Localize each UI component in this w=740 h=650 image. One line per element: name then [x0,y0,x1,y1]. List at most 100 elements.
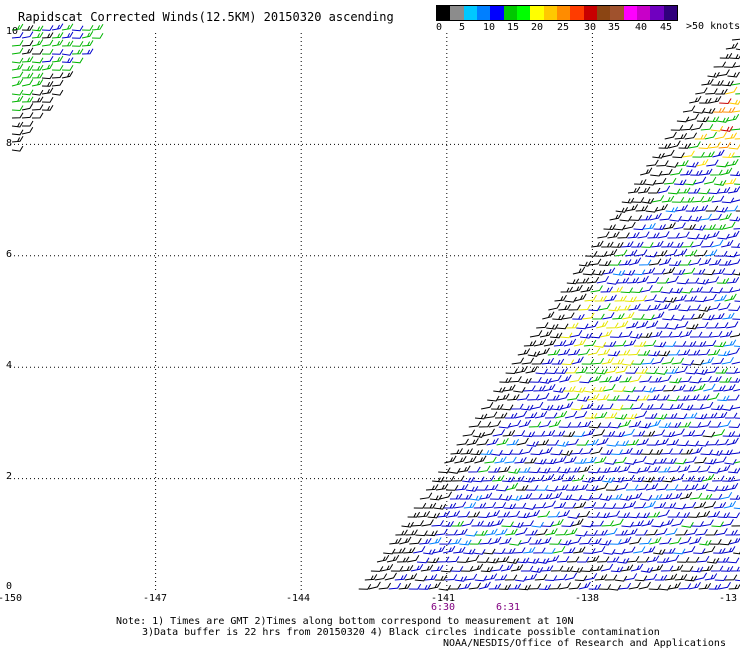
wind-barb [648,187,661,194]
wind-barb [591,240,604,248]
wind-barb [637,512,651,519]
wind-barb [671,473,685,482]
wind-barb [656,557,670,563]
wind-barb [637,349,651,356]
wind-barb [684,412,698,419]
wind-barb [689,331,703,338]
wind-barb [710,565,724,572]
wind-barb [733,64,740,68]
wind-barb [676,557,690,563]
wind-barb [675,529,688,536]
wind-barb [370,566,384,572]
wind-barb [647,232,660,239]
wind-barb [438,467,451,474]
wind-barb [721,80,734,87]
time-label: 6:31 [495,602,521,613]
wind-barb [32,48,44,55]
wind-barb [720,167,733,176]
wind-barb [503,548,516,554]
wind-barb [51,39,64,47]
wind-barb [713,385,726,392]
wind-barb [640,449,653,455]
legend-swatch [623,6,637,20]
wind-barb [711,404,724,411]
wind-barb [639,375,652,383]
wind-barb [597,393,610,401]
wind-barb [585,250,598,257]
wind-barb [725,529,738,536]
wind-barb [686,440,700,447]
wind-barb [401,521,414,528]
wind-barb [634,295,647,302]
wind-barb [537,347,550,356]
wind-barb [675,204,689,212]
wind-barb [721,356,734,365]
wind-barb [517,512,531,519]
wind-barb [436,556,450,563]
wind-barb [682,267,696,275]
wind-barb [376,554,390,563]
wind-barb [521,404,534,411]
wind-barb [723,339,737,347]
wind-barb [560,286,574,293]
wind-barb [507,394,520,401]
wind-barb [717,512,731,519]
wind-barb [539,377,552,384]
wind-barb [674,458,687,465]
wind-barb [41,39,54,47]
wind-barb [676,160,689,167]
wind-barb [670,564,684,572]
wind-barb [679,215,693,222]
wind-barb [643,339,657,347]
wind-barb [627,231,640,239]
wind-barb [623,501,637,509]
wind-barb [583,548,596,554]
wind-barb [725,367,739,374]
wind-barb [734,417,740,419]
wind-barb [462,429,476,437]
wind-barb [612,476,625,483]
wind-barb [676,116,690,123]
wind-barb [671,197,685,203]
wind-barb [564,456,577,464]
wind-barb [732,110,740,113]
wind-barb [718,302,731,311]
wind-barb [659,493,673,500]
wind-barb [598,467,611,473]
wind-barb [541,357,555,365]
wind-barb [634,575,648,582]
wind-barb [31,79,44,87]
wind-barb [709,375,722,383]
wind-barb [476,438,489,446]
wind-barb [613,548,626,555]
wind-barb [594,295,607,302]
wind-barb [668,303,681,311]
wind-barb [703,224,716,230]
wind-barb [508,467,521,474]
wind-barb [619,376,632,383]
wind-barb [514,575,528,582]
wind-barb [41,48,54,55]
wind-barb [501,404,514,411]
wind-barb [435,528,448,536]
wind-barb [682,150,695,158]
wind-barb [649,212,662,221]
wind-barb [635,529,648,536]
wind-barb [511,403,524,410]
wind-barb [574,411,588,419]
wind-barb [681,359,695,366]
wind-barb [656,277,670,284]
wind-barb [683,341,697,347]
wind-barb [450,566,464,572]
wind-barb [659,537,672,545]
wind-barb [61,49,74,56]
wind-barb [630,563,644,572]
wind-barb [513,386,526,393]
wind-barb [732,479,740,482]
wind-barb [731,38,740,41]
wind-barb [468,420,482,428]
lat-label-8: 8 [6,138,13,149]
legend-tick: 25 [556,22,570,33]
wind-barb [729,216,740,222]
wind-barb [629,537,642,545]
